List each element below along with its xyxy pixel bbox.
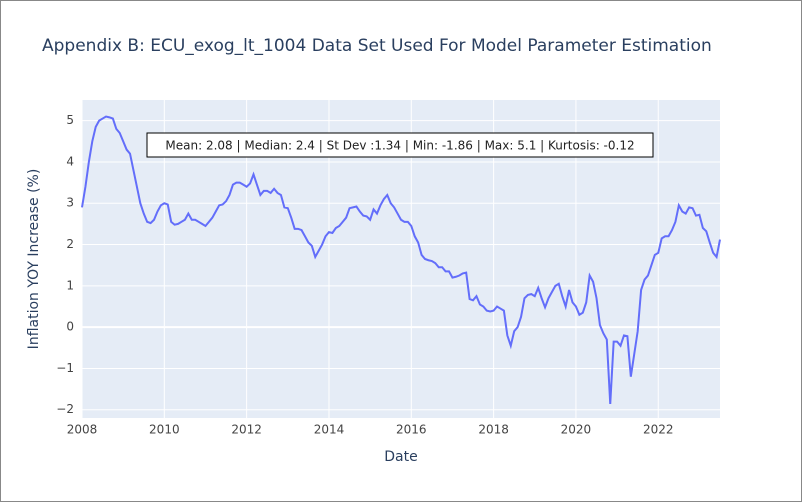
x-tick-label: 2012 [231,423,262,437]
annotation-box [146,132,654,158]
x-tick-label: 2010 [149,423,180,437]
x-tick-label: 2020 [561,423,592,437]
x-axis-title: Date [384,449,417,465]
chart-title: Appendix B: ECU_exog_lt_1004 Data Set Us… [42,36,712,56]
x-tick-label: 2008 [67,423,98,437]
y-tick-label: 3 [66,196,74,210]
y-tick-label: 1 [66,278,74,292]
y-tick-label: 4 [66,154,74,168]
x-tick-label: 2016 [396,423,427,437]
y-tick-label: 0 [66,320,74,334]
y-tick-label: −1 [56,361,74,375]
data-line [81,115,721,405]
x-tick-label: 2018 [478,423,509,437]
y-axis-title: Inflation YOY Increase (%) [26,169,42,350]
annotation: Mean: 2.08 | Median: 2.4 | St Dev :1.34 … [165,139,634,153]
y-tick-label: 2 [66,237,74,251]
x-tick-label: 2022 [643,423,674,437]
y-tick-label: −2 [56,402,74,416]
y-tick-label: 5 [66,113,74,127]
x-tick-label: 2014 [314,423,345,437]
